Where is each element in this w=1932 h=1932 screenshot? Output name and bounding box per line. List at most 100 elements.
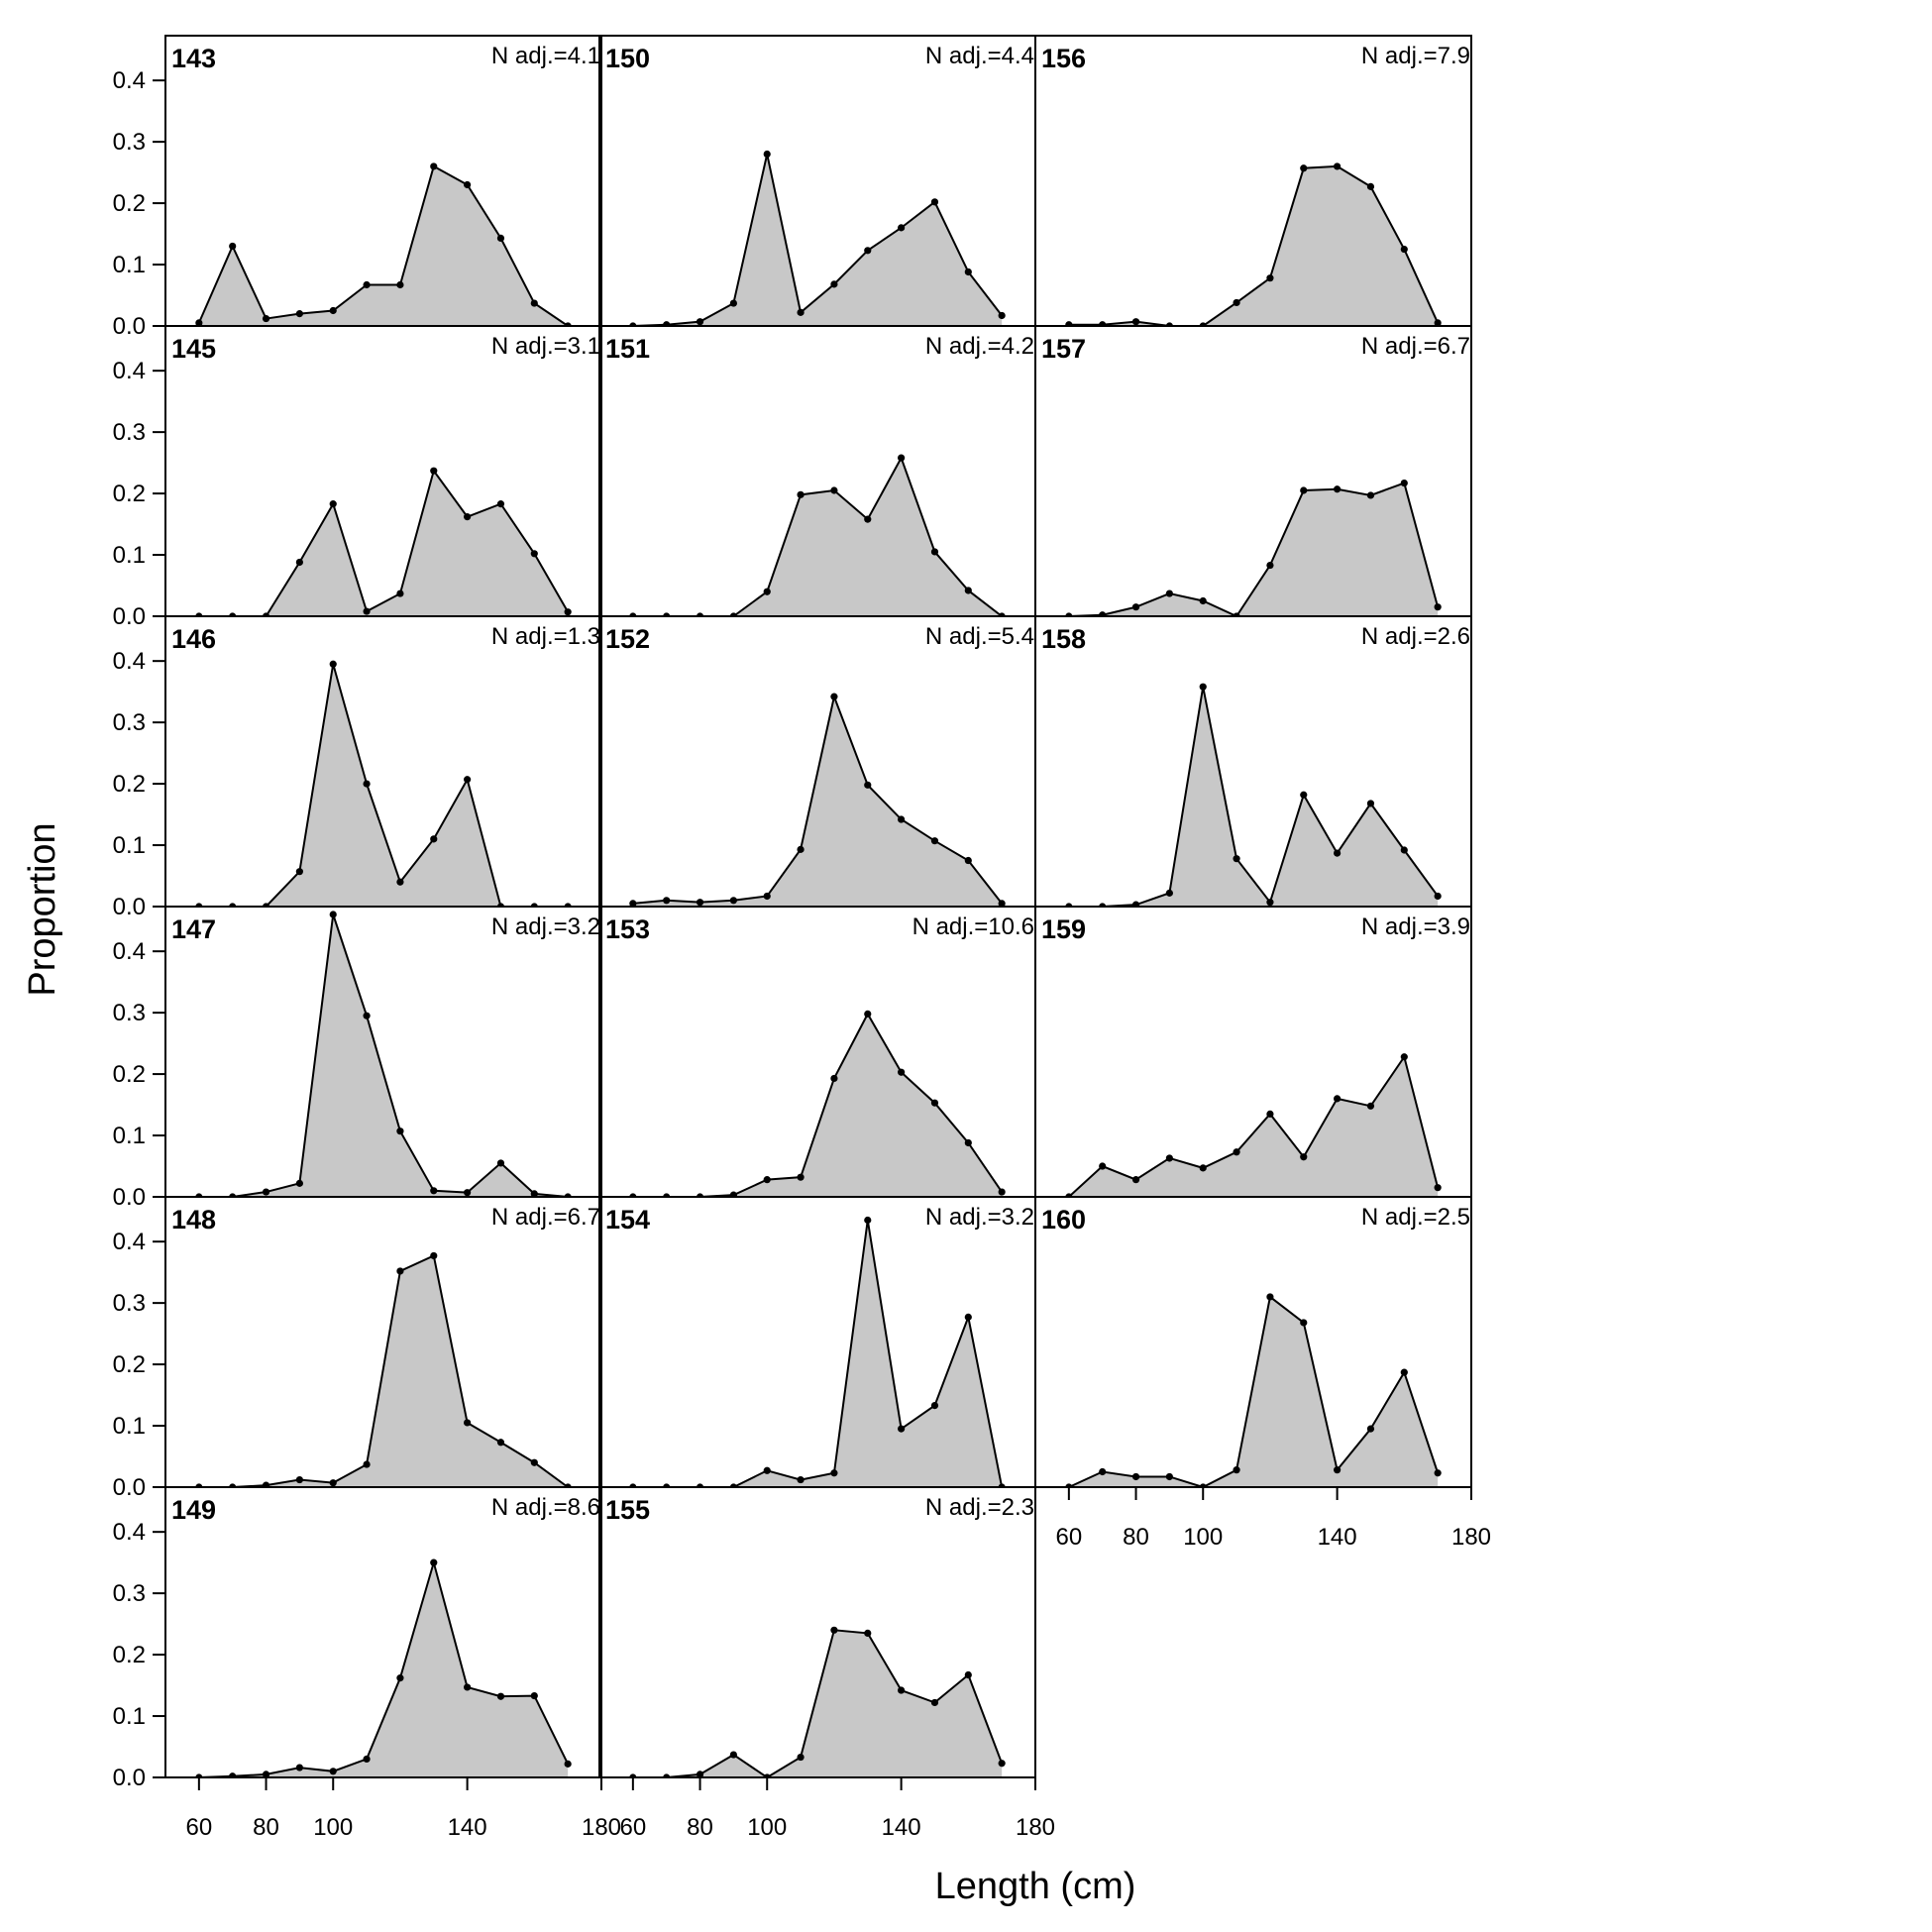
data-point xyxy=(964,1670,972,1679)
panels-group: 143 N adj.=4.1 0.0 0.1 0.2 0.3 0.4 145 N adj.=3.… xyxy=(113,35,1491,1841)
data-point xyxy=(564,608,572,616)
data-point xyxy=(998,1188,1006,1196)
data-point xyxy=(262,1481,270,1487)
data-point xyxy=(530,1458,538,1466)
y-tick-label: 0.3 xyxy=(113,419,146,446)
data-point xyxy=(696,318,704,326)
panel-154: 154 N adj.=3.2 xyxy=(598,1196,1036,1488)
n-adj-label: N adj.=2.5 xyxy=(1361,1204,1470,1231)
data-point xyxy=(864,247,872,255)
area-fill xyxy=(632,1630,1003,1777)
series-line xyxy=(632,693,1003,905)
data-point xyxy=(830,693,838,700)
data-point xyxy=(295,1179,303,1187)
data-point xyxy=(864,515,872,523)
data-point xyxy=(797,308,805,316)
data-point xyxy=(464,513,472,521)
data-point xyxy=(496,1159,505,1167)
data-point xyxy=(1233,855,1240,863)
n-adj-label: N adj.=5.4 xyxy=(925,623,1034,650)
data-point xyxy=(430,835,438,843)
data-point xyxy=(1334,162,1342,170)
y-tick-label: 0.0 xyxy=(113,1474,146,1501)
panel-id-label: 153 xyxy=(605,914,650,944)
panel-id-label: 151 xyxy=(605,334,650,364)
area-fill xyxy=(1068,1296,1439,1487)
area-fill xyxy=(198,1562,569,1777)
panel-frame xyxy=(598,1486,1036,1778)
panel-id-label: 157 xyxy=(1041,334,1086,364)
data-point xyxy=(964,268,972,276)
data-point xyxy=(430,1558,438,1566)
data-point xyxy=(1334,1466,1342,1474)
x-tick-label: 60 xyxy=(185,1814,212,1841)
data-point xyxy=(1199,683,1207,691)
data-point xyxy=(830,280,838,288)
y-tick-label: 0.4 xyxy=(113,358,146,384)
data-point xyxy=(797,845,805,853)
data-point xyxy=(729,299,737,307)
x-tick-label: 140 xyxy=(1318,1524,1357,1551)
y-tick-label: 0.1 xyxy=(113,1703,146,1730)
panel-157: 157 N adj.=6.7 xyxy=(1034,325,1472,617)
y-axis-title: Proportion xyxy=(22,822,63,996)
panel-id-label: 155 xyxy=(605,1495,650,1525)
panel-159: 159 N adj.=3.9 xyxy=(1034,906,1472,1198)
y-tick-label: 0.4 xyxy=(113,1519,146,1546)
data-point xyxy=(329,911,337,918)
data-point xyxy=(430,467,438,475)
panel-id-label: 149 xyxy=(171,1495,216,1525)
data-point xyxy=(464,1189,472,1197)
area-fill xyxy=(632,697,1003,907)
data-point xyxy=(1434,319,1442,326)
series-line xyxy=(198,1558,570,1777)
y-tick-label: 0.1 xyxy=(113,252,146,278)
data-point xyxy=(396,590,404,597)
x-tick-label: 80 xyxy=(1123,1524,1149,1551)
panel-150: 150 N adj.=4.4 xyxy=(598,35,1036,327)
data-point xyxy=(295,558,303,567)
data-point xyxy=(396,1674,404,1682)
panel-147: 147 N adj.=3.2 0.0 0.1 0.2 0.3 0.4 xyxy=(113,906,602,1211)
data-point xyxy=(1434,1469,1442,1477)
data-point xyxy=(295,1764,303,1771)
data-point xyxy=(1165,1472,1173,1481)
y-tick-label: 0.2 xyxy=(113,1061,146,1088)
data-point xyxy=(430,1251,438,1260)
y-tick-label: 0.0 xyxy=(113,894,146,920)
series-line xyxy=(198,468,570,616)
x-axis-title: Length (cm) xyxy=(935,1866,1136,1907)
series-line xyxy=(1068,687,1439,907)
data-point xyxy=(262,1771,270,1777)
n-adj-label: N adj.=4.2 xyxy=(925,333,1034,360)
data-point xyxy=(930,1698,939,1707)
y-tick-label: 0.4 xyxy=(113,648,146,675)
data-point xyxy=(496,500,505,508)
area-fill xyxy=(632,458,1003,616)
series-line xyxy=(632,1220,1004,1487)
data-point xyxy=(1266,1293,1274,1301)
data-point xyxy=(464,776,472,784)
n-adj-label: N adj.=1.3 xyxy=(491,623,600,650)
n-adj-label: N adj.=8.6 xyxy=(491,1494,600,1521)
data-point xyxy=(964,587,972,594)
data-point xyxy=(363,280,371,289)
data-point xyxy=(1065,321,1073,326)
n-adj-label: N adj.=6.7 xyxy=(1361,333,1470,360)
data-point xyxy=(898,1425,906,1433)
data-point xyxy=(464,1683,472,1691)
data-point xyxy=(195,319,203,326)
y-tick-label: 0.0 xyxy=(113,313,146,340)
panel-id-label: 156 xyxy=(1041,44,1086,73)
data-point xyxy=(295,310,303,318)
data-point xyxy=(964,1313,972,1321)
panel-145: 145 N adj.=3.1 0.0 0.1 0.2 0.3 0.4 xyxy=(113,325,602,630)
y-tick-label: 0.1 xyxy=(113,542,146,569)
data-point xyxy=(1099,611,1107,616)
panel-160: 160 N adj.=2.5 60 80 100 140 180 xyxy=(1034,1196,1491,1551)
y-tick-label: 0.1 xyxy=(113,832,146,859)
series-line xyxy=(197,164,569,326)
n-adj-label: N adj.=7.9 xyxy=(1361,43,1470,69)
y-tick-label: 0.1 xyxy=(113,1123,146,1149)
y-tick-label: 0.3 xyxy=(113,1580,146,1607)
